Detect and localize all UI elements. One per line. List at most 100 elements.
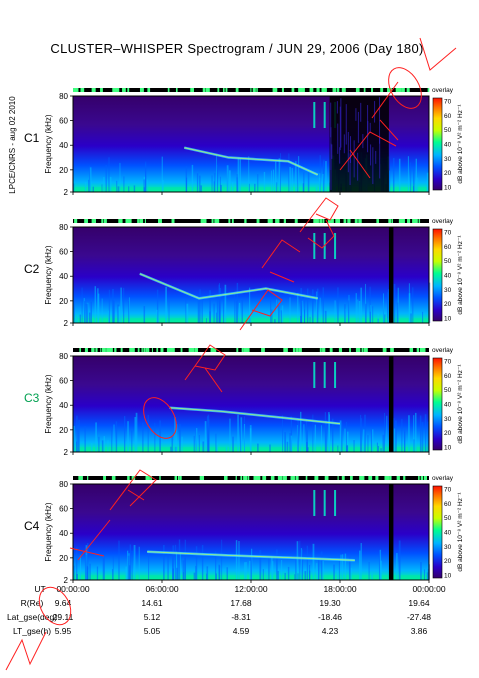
emission-streak: [143, 306, 146, 323]
y-tick-label: 40: [59, 272, 68, 281]
emission-streak: [393, 428, 396, 452]
emission-streak: [113, 300, 115, 323]
burst-stripe: [337, 123, 339, 154]
emission-streak: [84, 425, 86, 452]
overlay-segment: [368, 476, 373, 480]
overlay-segment: [388, 219, 391, 223]
emission-streak: [290, 415, 292, 452]
overlay-segment: [407, 219, 411, 223]
emission-streak: [115, 421, 118, 452]
emission-streak: [85, 554, 87, 580]
emission-streak: [427, 568, 429, 580]
overlay-segment: [324, 476, 329, 480]
emission-streak: [103, 177, 105, 192]
emission-streak: [249, 425, 252, 452]
colorbar-tick-label: 20: [444, 558, 452, 565]
emission-streak: [182, 560, 185, 580]
colorbar: [432, 357, 443, 451]
emission-streak: [199, 289, 201, 323]
emission-streak: [322, 173, 325, 192]
emission-streak: [146, 179, 148, 192]
emission-streak: [278, 158, 281, 192]
emission-streak: [240, 419, 242, 452]
emission-streak: [322, 561, 324, 580]
overlay-segment: [101, 348, 106, 352]
emission-streak: [276, 549, 278, 580]
overlay-segment: [277, 476, 282, 480]
overlay-segment: [203, 219, 206, 223]
emission-streak: [379, 549, 382, 580]
emission-streak: [221, 539, 223, 580]
emission-streak: [76, 314, 79, 323]
emission-streak: [215, 433, 217, 452]
emission-streak: [369, 286, 371, 323]
emission-streak: [364, 414, 366, 452]
colorbar-tick-label: 20: [444, 430, 452, 437]
emission-streak: [382, 293, 384, 323]
emission-streak: [319, 177, 321, 192]
overlay-segment: [292, 348, 296, 352]
burst-stripe: [355, 108, 357, 121]
colorbar-tick-label: 60: [444, 373, 452, 380]
burst-stripe: [369, 122, 371, 133]
emission-streak: [133, 545, 136, 580]
overlay-segment: [91, 348, 95, 352]
overlay-segment: [118, 219, 123, 223]
overlay-segment: [292, 88, 295, 92]
emission-streak: [123, 416, 126, 452]
emission-streak: [281, 305, 284, 323]
ephemeris-value: -8.31: [231, 612, 251, 622]
emission-streak: [224, 284, 227, 323]
overlay-segment: [85, 348, 88, 352]
emission-spike: [334, 233, 337, 259]
emission-streak: [167, 553, 169, 580]
overlay-segment: [329, 348, 333, 352]
emission-streak: [206, 416, 209, 452]
overlay-segment: [397, 88, 402, 92]
overlay-segment: [338, 348, 343, 352]
colorbar-tick-label: 50: [444, 387, 452, 394]
emission-streak: [427, 421, 429, 452]
y-tick-label: 80: [59, 480, 68, 489]
emission-streak: [207, 414, 210, 452]
emission-streak: [204, 421, 207, 452]
emission-streak: [372, 306, 374, 323]
emission-streak: [209, 290, 211, 323]
emission-streak: [415, 158, 418, 192]
emission-streak: [118, 306, 121, 323]
overlay-segment: [202, 476, 205, 480]
colorbar-tick-label: 30: [444, 156, 452, 163]
emission-streak: [363, 429, 365, 452]
emission-streak: [296, 187, 298, 192]
overlay-segment: [224, 476, 228, 480]
emission-streak: [185, 177, 188, 192]
emission-streak: [135, 412, 138, 452]
emission-streak: [408, 415, 410, 452]
emission-streak: [165, 286, 167, 323]
emission-streak: [355, 293, 357, 323]
overlay-segment: [418, 476, 420, 480]
overlay-segment: [190, 88, 193, 92]
emission-streak: [78, 419, 80, 452]
burst-stripe: [339, 147, 341, 164]
ephemeris-row-label: Lat_gse(deg): [7, 612, 57, 622]
emission-streak: [92, 186, 95, 192]
emission-streak: [172, 545, 175, 580]
emission-streak: [143, 179, 145, 192]
emission-streak: [161, 156, 163, 192]
overlay-segment: [382, 348, 387, 352]
colorbar-tick-label: 40: [444, 530, 452, 537]
overlay-segment: [283, 348, 287, 352]
overlay-segment: [272, 88, 276, 92]
burst-stripe: [353, 140, 355, 178]
overlay-segment: [113, 476, 116, 480]
overlay-segment: [283, 219, 286, 223]
emission-streak: [108, 289, 110, 323]
emission-streak: [413, 415, 415, 452]
overlay-segment: [100, 88, 103, 92]
overlay-segment: [350, 476, 353, 480]
overlay-segment: [298, 88, 300, 92]
emission-streak: [358, 300, 361, 323]
emission-streak: [370, 429, 373, 452]
emission-streak: [193, 572, 196, 580]
